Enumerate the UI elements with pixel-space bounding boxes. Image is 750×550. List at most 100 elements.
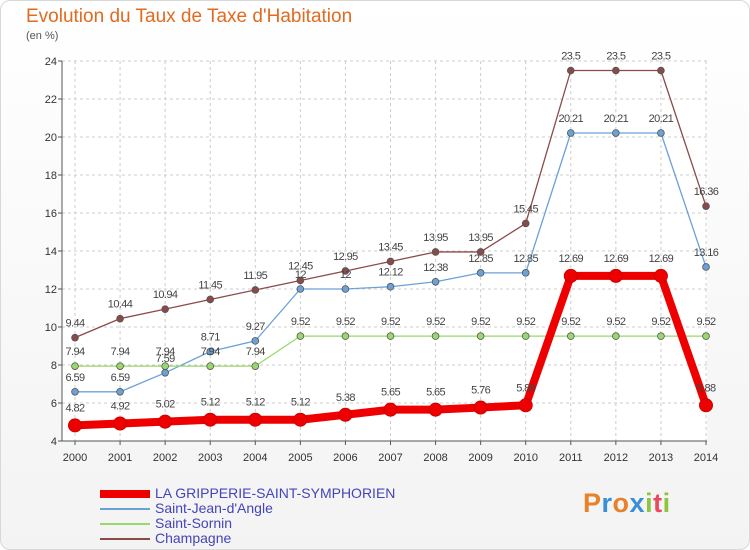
data-point — [566, 332, 575, 340]
x-tick-label: 2011 — [559, 452, 583, 464]
data-label: 7.94 — [65, 346, 84, 358]
data-point — [161, 305, 169, 313]
data-point — [71, 387, 79, 396]
y-tick-label: 4 — [51, 436, 57, 448]
data-label: 12.85 — [468, 253, 493, 265]
y-tick-label: 8 — [51, 360, 57, 372]
data-label: 5.38 — [336, 392, 355, 404]
data-point — [702, 202, 710, 210]
data-label: 5.65 — [426, 387, 445, 399]
legend-label: LA GRIPPERIE-SAINT-SYMPHORIEN — [155, 485, 396, 501]
y-tick-label: 16 — [45, 208, 57, 220]
data-point — [521, 269, 530, 277]
data-label: 5.88 — [516, 382, 535, 394]
data-point — [653, 268, 668, 283]
data-labels: 4.82 4.92 5.02 5.12 5.12 5.12 5.38 5.65 5.65 5.76… — [65, 51, 719, 415]
data-point — [476, 332, 485, 340]
data-point — [116, 314, 124, 323]
x-tick-label: 2003 — [198, 452, 222, 464]
data-point — [161, 362, 169, 370]
data-label: 23.5 — [561, 51, 580, 63]
legend-item: Saint-Jean-d'Angle — [100, 501, 395, 516]
data-label: 20.21 — [559, 113, 584, 125]
axes: 4 6 8 10 12 14 16 18 20 22 24 2000 2001 2002 2003 2004 2… — [45, 56, 718, 464]
grid-lines — [62, 60, 707, 442]
data-label: 12 — [340, 269, 352, 281]
data-label: 11.45 — [198, 279, 222, 291]
legend-swatch — [100, 522, 150, 525]
data-point — [386, 257, 395, 266]
logo-letter: r — [601, 488, 613, 518]
data-label: 8.71 — [201, 332, 220, 344]
data-point — [116, 387, 124, 396]
data-label: 9.52 — [381, 316, 400, 328]
data-point — [566, 129, 575, 137]
chart-subtitle: (en %) — [26, 30, 59, 42]
data-point — [428, 402, 443, 417]
x-tick-label: 2014 — [694, 452, 718, 464]
data-label: 9.52 — [471, 316, 490, 328]
data-label: 9.27 — [246, 321, 265, 333]
data-label: 5.02 — [156, 399, 175, 411]
data-point — [473, 400, 488, 415]
data-point — [386, 332, 395, 340]
data-label: 7.94 — [246, 346, 265, 358]
data-label: 9.52 — [426, 316, 445, 328]
data-point — [248, 412, 263, 427]
logo-letter: t — [653, 488, 663, 518]
x-tick-label: 2004 — [243, 452, 267, 464]
data-point — [699, 398, 713, 413]
data-label: 23.5 — [606, 51, 625, 63]
data-label: 12 — [295, 269, 307, 281]
x-tick-label: 2009 — [468, 452, 492, 464]
data-point — [251, 286, 260, 294]
data-label: 10.44 — [108, 299, 133, 311]
y-tick-label: 20 — [45, 132, 57, 144]
data-label: 15.45 — [513, 203, 538, 215]
data-point — [657, 66, 665, 75]
y-tick-label: 22 — [45, 94, 57, 106]
series-layer — [68, 66, 713, 433]
x-tick-label: 2000 — [63, 452, 87, 464]
data-point — [68, 418, 82, 433]
data-label: 13.16 — [694, 247, 719, 259]
y-tick-label: 12 — [45, 284, 57, 296]
data-point — [113, 416, 128, 431]
data-point — [383, 402, 398, 417]
y-tick-label: 10 — [45, 322, 57, 334]
data-label: 9.52 — [516, 316, 535, 328]
data-point — [251, 362, 260, 370]
data-point — [206, 347, 215, 356]
legend-label: Champagne — [155, 530, 232, 546]
legend-label: Saint-Jean-d'Angle — [155, 500, 273, 516]
data-point — [116, 362, 124, 370]
data-point — [612, 129, 620, 137]
x-tick-label: 2005 — [288, 452, 312, 464]
data-label: 5.65 — [381, 387, 400, 399]
legend-item: LA GRIPPERIE-SAINT-SYMPHORIEN — [100, 486, 395, 501]
data-point — [431, 332, 440, 340]
x-tick-label: 2006 — [333, 452, 357, 464]
data-label: 12.69 — [559, 253, 584, 265]
data-label: 12.45 — [288, 260, 313, 272]
data-label: 10.94 — [153, 289, 178, 301]
data-label: 12.95 — [333, 251, 358, 263]
data-point — [206, 295, 215, 304]
data-label: 9.52 — [561, 316, 580, 328]
data-point — [702, 263, 710, 271]
logo-letter: P — [583, 488, 602, 518]
data-label: 12.38 — [423, 262, 448, 274]
data-point — [71, 333, 79, 342]
data-point — [203, 412, 218, 427]
logo-letter: o — [612, 488, 630, 518]
chart-title: Evolution du Taux de Taxe d'Habitation — [26, 6, 353, 27]
proxiti-logo: Proxiti — [583, 488, 671, 519]
data-point — [521, 332, 530, 340]
data-point — [341, 332, 350, 340]
data-label: 6.59 — [111, 372, 130, 384]
data-point — [71, 362, 79, 370]
data-point — [296, 332, 305, 340]
data-point — [386, 282, 395, 291]
y-tick-label: 18 — [45, 170, 57, 182]
data-point — [612, 66, 620, 75]
